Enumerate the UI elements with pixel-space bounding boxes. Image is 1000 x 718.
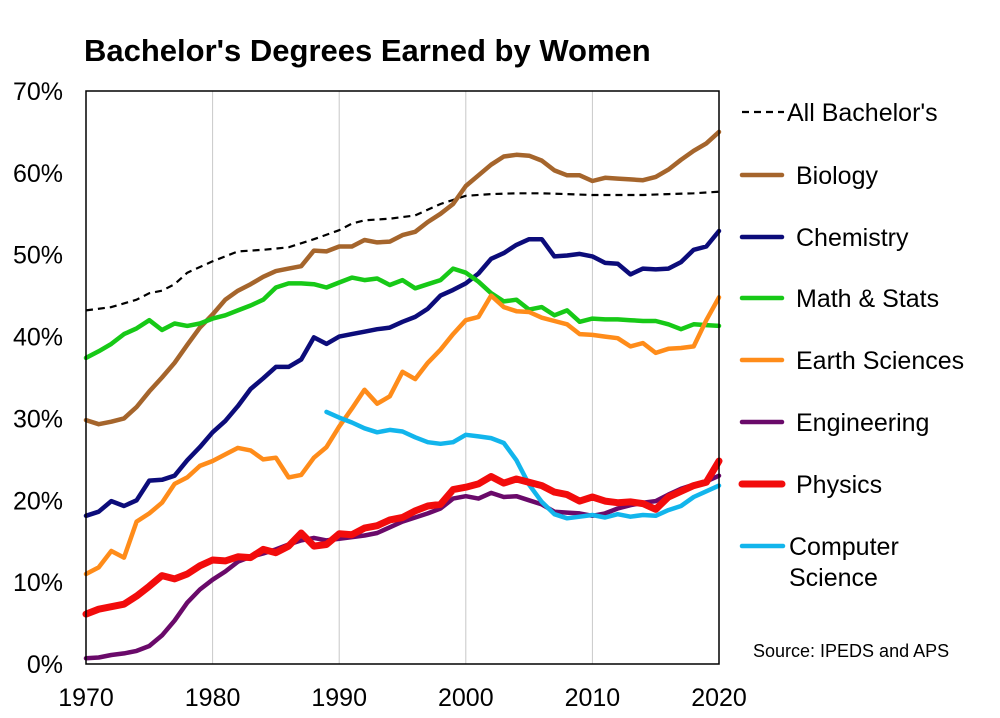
legend-label-physics: Physics	[796, 471, 882, 499]
legend-label-biology: Biology	[796, 162, 878, 190]
x-tick-label: 1990	[311, 684, 367, 712]
series-line-math-stats	[83, 266, 722, 361]
legend-label-math-stats: Math & Stats	[796, 285, 939, 313]
x-axis: 1970 1980 1990 2000 2010 2020	[58, 684, 747, 712]
legend-label-computer-science: Computer Science	[789, 533, 899, 592]
gridlines	[212, 91, 593, 664]
y-tick-label: 0%	[27, 651, 63, 679]
x-tick-label: 1970	[58, 684, 114, 712]
y-tick-label: 20%	[13, 487, 63, 515]
legend: All Bachelor's Biology Chemistry Math & Sta…	[738, 99, 964, 592]
legend-label-all-bachelor-s: All Bachelor's	[787, 99, 938, 127]
legend-label-earth-sciences: Earth Sciences	[796, 347, 964, 375]
y-tick-label: 50%	[13, 242, 63, 270]
series-line-earth-sciences	[83, 293, 722, 577]
x-tick-label: 2020	[691, 684, 747, 712]
series-line-all-bachelor-s	[85, 190, 720, 312]
x-tick-label: 1980	[185, 684, 241, 712]
x-tick-label: 2010	[565, 684, 621, 712]
legend-label-engineering: Engineering	[796, 409, 929, 437]
series-layer	[82, 129, 723, 661]
y-tick-label: 10%	[13, 569, 63, 597]
plot-frame	[85, 90, 720, 665]
series-line-physics	[82, 457, 723, 618]
series-line-chemistry	[83, 228, 722, 519]
source-note: Source: IPEDS and APS	[753, 641, 949, 661]
legend-label-chemistry: Chemistry	[796, 224, 909, 252]
series-line-engineering	[83, 473, 722, 661]
series-line-computer-science	[324, 409, 722, 521]
chart-title: Bachelor's Degrees Earned by Women	[84, 33, 651, 68]
x-tick-label: 2000	[438, 684, 494, 712]
y-tick-label: 30%	[13, 405, 63, 433]
y-tick-label: 40%	[13, 324, 63, 352]
y-tick-label: 70%	[13, 78, 63, 106]
y-axis: 0% 10% 20% 30% 40% 50% 60% 70%	[13, 78, 63, 679]
series-line-biology	[83, 129, 722, 427]
y-tick-label: 60%	[13, 160, 63, 188]
